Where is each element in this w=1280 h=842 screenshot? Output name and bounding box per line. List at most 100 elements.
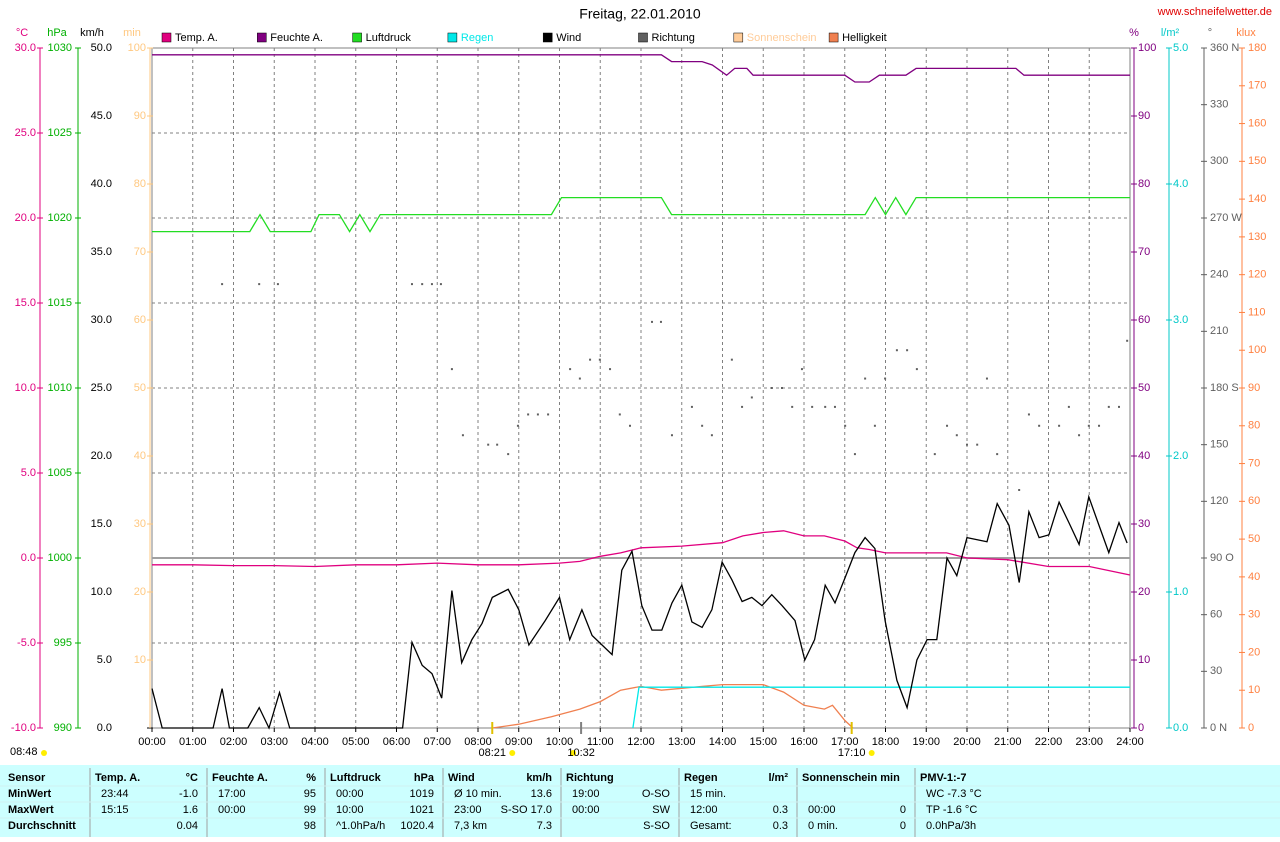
y-tick-label: 50 (1138, 382, 1150, 394)
direction-dot (1098, 424, 1101, 427)
y-tick-label: 270 W (1210, 212, 1242, 224)
y-tick-label: 130 (1248, 231, 1266, 243)
x-tick-label: 03:00 (260, 736, 288, 748)
direction-dot (1067, 405, 1070, 408)
series-line (152, 196, 1130, 233)
direction-dot (1126, 339, 1129, 342)
table-cell: 1021 (410, 804, 434, 816)
y-tick-label: 10.0 (15, 382, 36, 394)
direction-dot (450, 368, 453, 371)
event-label: 08:21 (478, 747, 506, 759)
direction-dot (864, 377, 867, 380)
table-header: Feuchte A. (212, 772, 268, 784)
y-tick-label: 1.0 (1173, 586, 1188, 598)
y-tick-label: 2.0 (1173, 450, 1188, 462)
table-cell: 10:00 (336, 804, 364, 816)
y-tick-label: 20 (134, 586, 146, 598)
y-tick-label: 30.0 (15, 42, 36, 54)
y-tick-label: 990 (54, 722, 72, 734)
direction-dot (659, 320, 662, 323)
y-tick-label: 0 N (1210, 722, 1227, 734)
direction-dot (1058, 424, 1061, 427)
table-unit: % (306, 772, 316, 784)
table-cell: 0.3 (773, 804, 788, 816)
y-tick-label: 90 (1248, 382, 1260, 394)
y-tick-label: 0.0 (97, 722, 112, 734)
direction-dot (955, 434, 958, 437)
direction-dot (410, 283, 413, 286)
y-tick-label: 50.0 (91, 42, 112, 54)
table-cell: 23:00 (454, 804, 482, 816)
table-cell: 0.0hPa/3h (926, 820, 976, 832)
direction-dot (966, 443, 968, 446)
legend-swatch (828, 32, 839, 43)
direction-dot (1117, 405, 1120, 408)
axis-unit: min (123, 27, 141, 39)
y-tick-label: 100 (1138, 42, 1156, 54)
direction-dot (770, 387, 773, 389)
x-tick-label: 22:00 (1035, 736, 1063, 748)
x-tick-label: 09:00 (505, 736, 533, 748)
table-cell: 95 (304, 788, 316, 800)
legend-label: Temp. A. (175, 32, 218, 44)
x-tick-label: 10:00 (546, 736, 574, 748)
x-tick-label: 11:00 (587, 736, 614, 748)
event-icon (570, 750, 577, 756)
y-tick-label: 80 (1138, 178, 1150, 190)
y-tick-label: 20.0 (91, 450, 112, 462)
y-tick-label: 30 (1210, 665, 1222, 677)
y-tick-label: 0 (1138, 722, 1144, 734)
table-cell: 13.6 (531, 788, 552, 800)
axis-unit: % (1129, 27, 1139, 39)
direction-dot (439, 283, 442, 286)
y-tick-label: 50 (1248, 533, 1260, 545)
table-cell: 1.6 (183, 804, 198, 816)
direction-dot (985, 377, 988, 380)
table-cell: 0 (900, 804, 906, 816)
y-tick-label: 140 (1248, 193, 1266, 205)
event-label: 17:10 (838, 747, 866, 759)
table-cell: 15 min. (690, 788, 726, 800)
table-cell: 0.04 (177, 820, 198, 832)
y-tick-label: 120 (1248, 269, 1266, 281)
y-tick-label: 1010 (48, 382, 72, 394)
y-tick-label: 40 (134, 450, 146, 462)
table-header: Richtung (566, 772, 614, 784)
y-tick-label: 150 (1210, 439, 1228, 451)
table-cell: S-SO (643, 820, 670, 832)
x-tick-label: 13:00 (668, 736, 696, 748)
y-tick-label: 80 (1248, 420, 1260, 432)
table-unit: l/m² (768, 772, 788, 784)
y-tick-label: 360 N (1210, 42, 1239, 54)
x-tick-label: 08:00 (464, 736, 492, 748)
day-length: 08:48 (10, 746, 38, 758)
direction-dot (276, 283, 279, 286)
table-cell: 23:44 (101, 788, 129, 800)
y-tick-label: 80 (134, 178, 146, 190)
table-cell: 00:00 (218, 804, 246, 816)
direction-dot (1018, 489, 1021, 491)
series-line (152, 54, 1130, 83)
y-tick-label: 5.0 (1173, 42, 1188, 54)
direction-dot (1107, 405, 1110, 408)
y-tick-label: 120 (1210, 495, 1228, 507)
y-tick-label: 0.0 (21, 552, 36, 564)
y-tick-label: 210 (1210, 325, 1228, 337)
y-tick-label: 180 S (1210, 382, 1239, 394)
direction-dot (618, 413, 621, 416)
x-tick-label: 05:00 (342, 736, 370, 748)
legend-swatch (447, 32, 458, 43)
table-cell: Gesamt: (690, 820, 732, 832)
direction-dot (430, 283, 433, 286)
table-header: Temp. A. (95, 772, 140, 784)
direction-dot (651, 320, 654, 323)
direction-dot (1087, 424, 1090, 427)
table-header: Luftdruck (330, 772, 382, 784)
table-header: Wind (448, 772, 475, 784)
table-unit: hPa (414, 772, 435, 784)
direction-dot (628, 424, 631, 427)
y-tick-label: 170 (1248, 80, 1266, 92)
axis-unit: hPa (47, 27, 67, 39)
x-tick-label: 04:00 (301, 736, 329, 748)
